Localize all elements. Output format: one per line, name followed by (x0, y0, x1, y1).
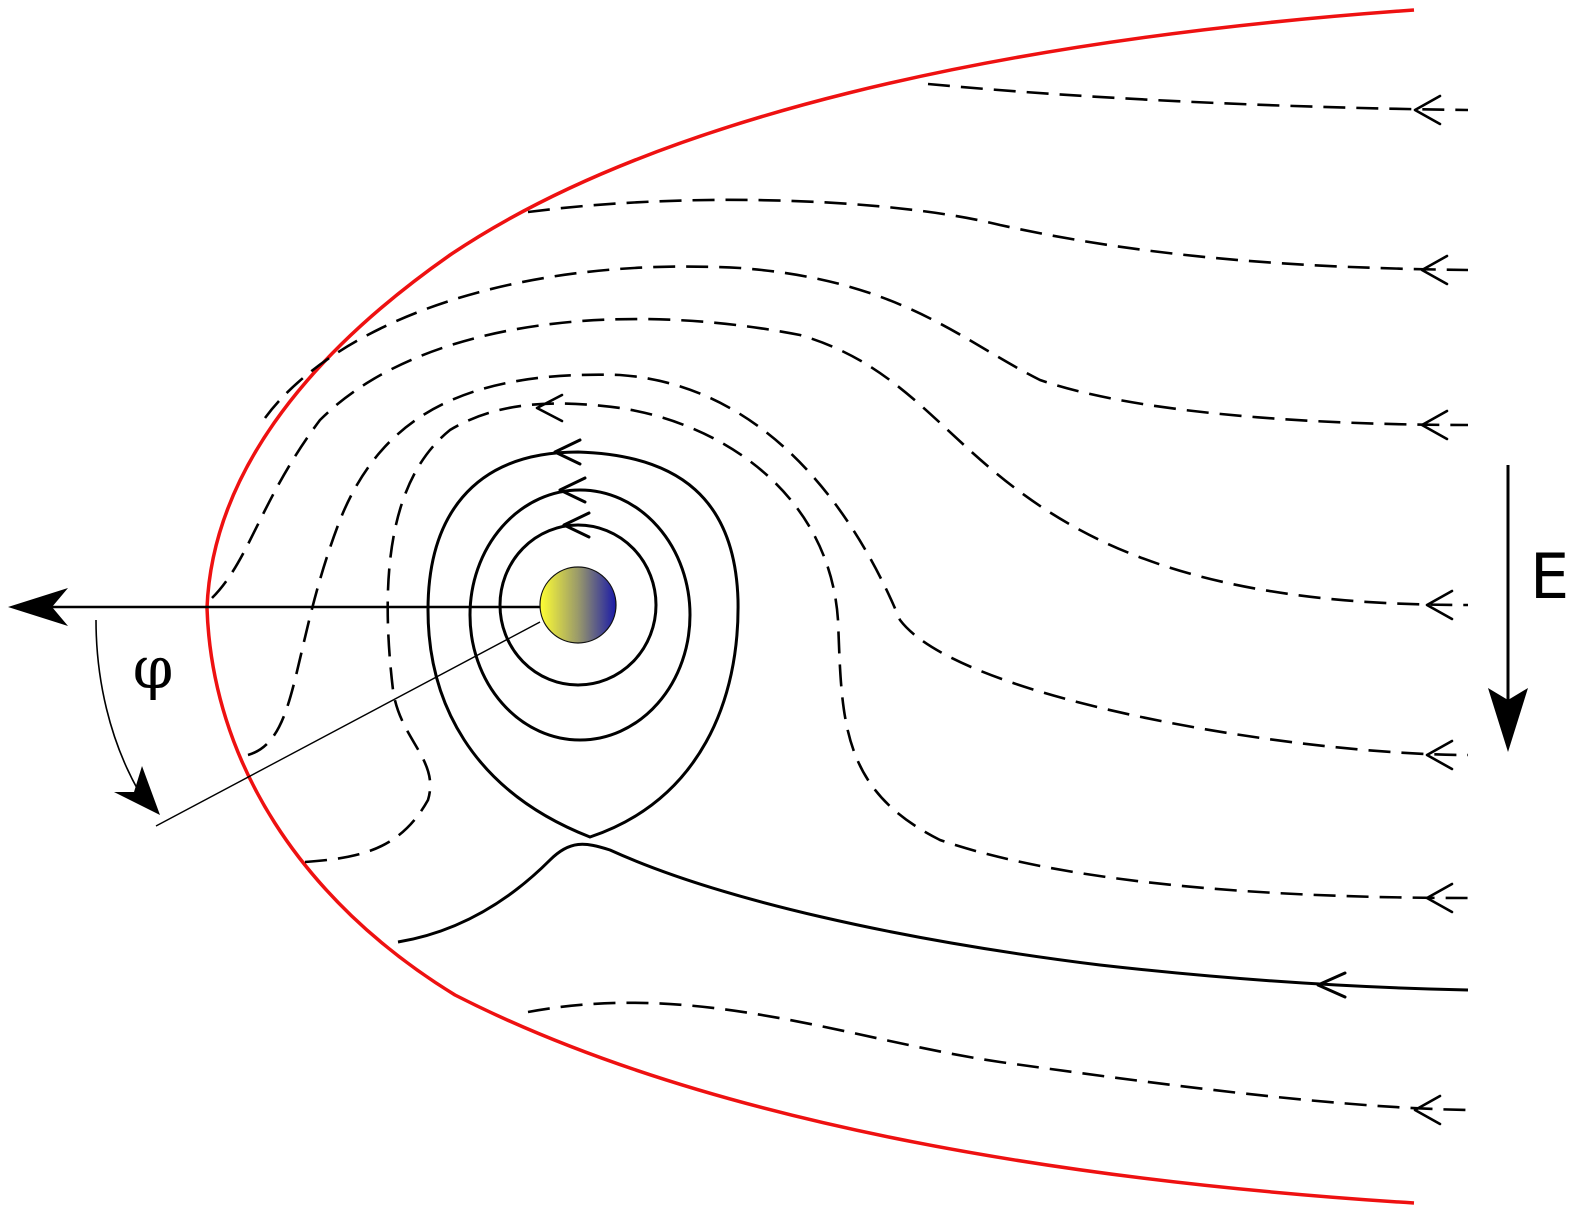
arrowhead-5 (1425, 739, 1454, 771)
planet (539, 566, 617, 644)
arrowhead-2 (1420, 254, 1449, 286)
arrowhead-4 (1425, 589, 1454, 621)
dashed-line-5 (247, 373, 1469, 757)
arrowhead-loop-2 (558, 476, 587, 504)
open-solid-line (397, 842, 1469, 992)
angle-arc-arrowhead (114, 766, 160, 815)
field-label: E (1530, 540, 1569, 613)
solid-line-arrowheads (553, 438, 1347, 999)
dashed-field-lines (211, 82, 1469, 1112)
electric-field-arrow (1488, 465, 1528, 752)
separatrix-loop (426, 450, 740, 839)
inner-loop (498, 523, 658, 687)
e-arrowhead (1488, 688, 1528, 752)
angle-label: φ (133, 634, 174, 702)
arrowhead-loop-1 (553, 438, 582, 466)
dashed-line-2 (527, 198, 1469, 272)
arrowhead-3 (1420, 409, 1449, 441)
closed-field-lines (397, 450, 1469, 992)
dashed-line-4 (211, 317, 1469, 607)
arrowhead-6 (1425, 882, 1454, 914)
arrowhead-7 (1413, 1094, 1442, 1126)
arrowhead-solid-open (1316, 971, 1347, 999)
dashed-line-1 (927, 82, 1469, 112)
arrowhead-loop-3 (562, 511, 591, 539)
dashed-line-3 (263, 265, 1469, 427)
axis-arrowhead (8, 588, 68, 626)
arrowhead-8 (535, 393, 564, 423)
middle-loop (468, 488, 692, 742)
dashed-line-7 (527, 1001, 1469, 1112)
reference-axis (8, 588, 540, 626)
dashed-line-arrowheads (535, 94, 1454, 1126)
angle-arc (95, 619, 160, 815)
angle-radial-line (155, 621, 541, 827)
arrowhead-1 (1413, 94, 1442, 126)
dashed-line-6 (304, 402, 1469, 900)
